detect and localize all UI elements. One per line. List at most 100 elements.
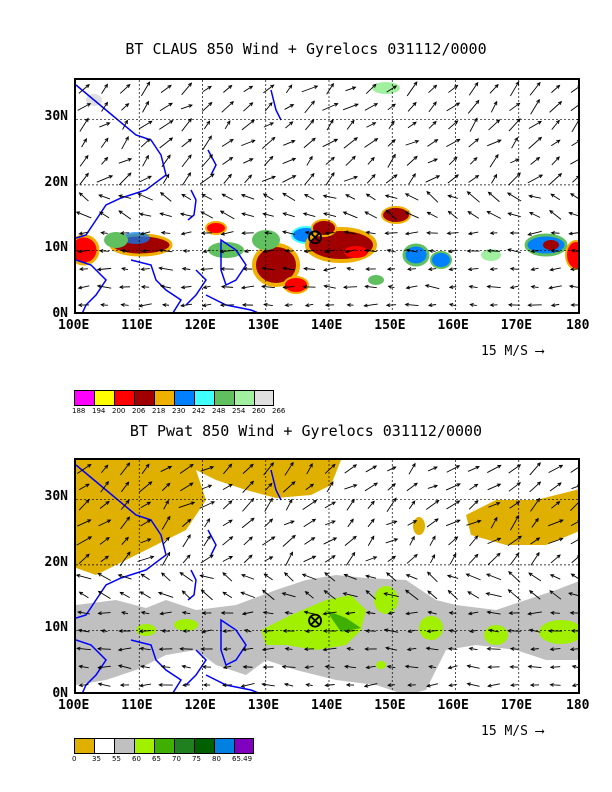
wind-arrow-head xyxy=(243,249,249,253)
wind-arrow-head xyxy=(351,155,356,160)
wind-arrow xyxy=(367,536,375,546)
wind-arrow-head xyxy=(467,211,472,215)
wind-arrow xyxy=(141,611,150,615)
wind-arrow-head xyxy=(372,83,377,88)
wind-arrow xyxy=(304,194,315,200)
wind-arrow-head xyxy=(555,156,560,161)
wind-arrow-head xyxy=(426,190,431,196)
wind-arrow xyxy=(202,303,212,307)
wind-arrow xyxy=(407,268,417,270)
wind-arrow-head xyxy=(249,480,255,485)
wind-arrow xyxy=(306,684,313,686)
wind-arrow-head xyxy=(241,611,247,616)
wind-arrow-head xyxy=(530,285,535,289)
wind-arrow-head xyxy=(515,81,520,86)
wind-arrow xyxy=(406,482,418,492)
wind-arrow xyxy=(141,268,150,270)
wind-arrow xyxy=(201,268,213,270)
wind-arrow xyxy=(306,463,313,475)
wind-arrow xyxy=(446,500,460,510)
wind-arrow-head xyxy=(405,248,410,253)
wind-arrow-head xyxy=(165,173,170,178)
wind-arrow-head xyxy=(227,173,232,178)
wind-arrow xyxy=(405,140,419,146)
wind-arrow-head xyxy=(126,551,131,556)
wind-arrow-head xyxy=(529,683,535,687)
wind-arrow xyxy=(101,232,108,234)
wind-arrow-head xyxy=(97,646,102,651)
wind-arrow xyxy=(325,665,335,669)
wind-arrow xyxy=(262,589,275,601)
wind-arrow xyxy=(570,87,578,93)
wind-arrow xyxy=(98,194,111,200)
wind-arrow-head xyxy=(426,629,431,634)
wind-arrow-head xyxy=(474,499,479,505)
wind-arrow-head xyxy=(76,646,81,651)
wind-arrow xyxy=(118,574,132,580)
wind-arrow xyxy=(203,120,211,130)
wind-arrow xyxy=(304,268,315,270)
wind-arrow xyxy=(425,284,440,290)
wind-arrow-head xyxy=(555,119,560,124)
wind-arrow xyxy=(303,212,316,218)
colorbar-label: 206 xyxy=(132,407,146,415)
wind-arrow-head xyxy=(228,500,233,505)
wind-arrow xyxy=(303,518,316,528)
wind-arrow-head xyxy=(391,555,397,560)
wind-arrow-head xyxy=(222,629,227,633)
wind-arrow xyxy=(346,120,355,130)
wind-arrow-head xyxy=(206,535,211,540)
wind-arrow-head xyxy=(474,553,479,558)
wind-arrow-head xyxy=(537,120,542,125)
wind-arrow xyxy=(201,154,213,168)
wind-arrow xyxy=(79,684,89,686)
wind-arrow xyxy=(261,137,276,149)
wind-arrow xyxy=(181,285,192,289)
wind-arrow-head xyxy=(250,119,255,124)
wind-arrow-head xyxy=(447,249,453,254)
wind-arrow xyxy=(347,647,354,651)
colorbar-label: 75 xyxy=(192,755,201,763)
wind-arrow xyxy=(223,174,232,184)
wind-arrow-head xyxy=(506,192,512,197)
wind-arrow-head xyxy=(487,628,493,633)
wind-arrow-head xyxy=(509,231,514,235)
wind-arrow xyxy=(487,648,501,650)
wind-arrow xyxy=(549,101,562,113)
wind-arrow xyxy=(325,157,335,165)
wind-arrow xyxy=(326,83,334,95)
wind-arrow xyxy=(243,536,253,546)
wind-arrow-head xyxy=(392,85,398,90)
wind-arrow-head xyxy=(486,284,491,289)
wind-arrow-head xyxy=(200,211,205,215)
wind-arrow-head xyxy=(220,266,225,271)
wind-arrow-head xyxy=(331,463,336,468)
wind-arrow xyxy=(490,517,498,529)
wind-arrow xyxy=(101,157,108,165)
wind-arrow-head xyxy=(97,611,102,616)
colorbar-swatch xyxy=(194,738,214,754)
wind-arrow-head xyxy=(428,665,433,669)
wind-arrow-head xyxy=(456,483,461,487)
wind-arrow xyxy=(304,611,315,615)
wind-arrow xyxy=(285,121,293,129)
wind-arrow xyxy=(324,501,336,509)
wind-arrow xyxy=(98,612,111,614)
wind-arrow xyxy=(572,665,578,668)
wind-arrow xyxy=(507,535,522,547)
wind-arrow xyxy=(407,121,417,129)
wind-arrow xyxy=(285,499,293,511)
wind-arrow-head xyxy=(97,682,103,687)
wind-arrow-head xyxy=(180,231,186,236)
wind-arrow-head xyxy=(392,497,397,502)
wind-arrow-head xyxy=(229,138,234,143)
wind-arrow-head xyxy=(125,103,130,108)
wind-arrow xyxy=(448,648,458,650)
wind-arrow xyxy=(325,172,335,186)
wind-arrow-head xyxy=(530,647,535,651)
wind-arrow-head xyxy=(140,285,146,289)
wind-arrow-head xyxy=(354,103,359,108)
wind-arrow xyxy=(405,211,419,219)
wind-arrow xyxy=(551,501,560,509)
wind-arrow xyxy=(285,84,293,94)
